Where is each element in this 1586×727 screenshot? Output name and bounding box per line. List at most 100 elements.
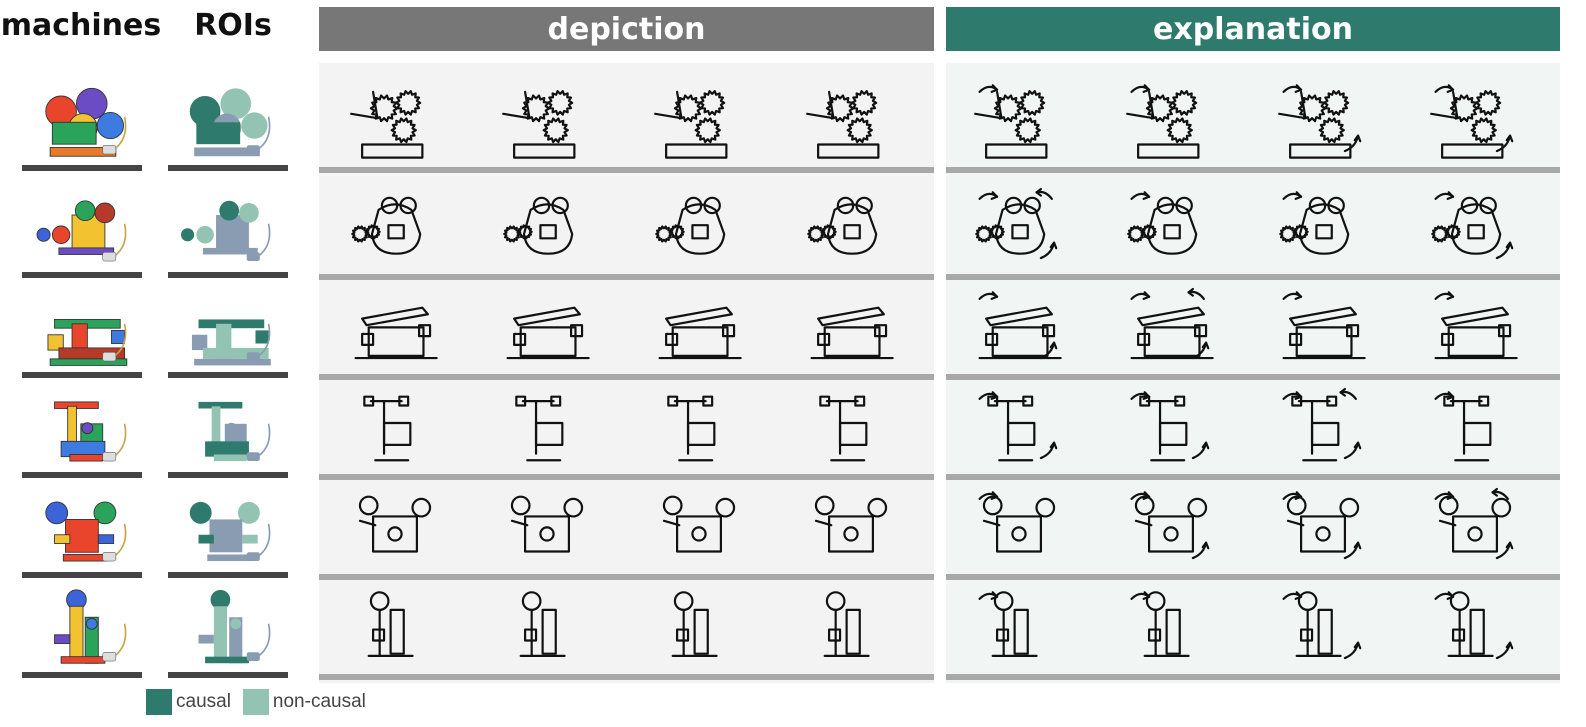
- machine-row-separator: [22, 672, 142, 678]
- roi-svg: [189, 501, 271, 562]
- roi-image: [172, 280, 282, 372]
- sketch-svg: [1282, 591, 1362, 660]
- explanation-sketch: [1264, 377, 1382, 469]
- depiction-sketch: [336, 477, 454, 569]
- depiction-row-separator: [319, 167, 934, 173]
- roi-image: [172, 380, 282, 472]
- roi-svg: [189, 88, 271, 157]
- legend-label-causal: causal: [176, 691, 231, 712]
- sketch-svg: [354, 306, 438, 360]
- sketch-svg: [363, 395, 412, 462]
- explanation-sketch: [1416, 70, 1534, 162]
- machine-svg: [45, 501, 127, 562]
- roi-image: [172, 73, 282, 165]
- depiction-sketch: [488, 277, 606, 369]
- explanation-sketch: [1264, 477, 1382, 569]
- sketch-svg: [367, 591, 414, 657]
- explanation-sketch: [1112, 177, 1230, 269]
- depiction-sketch: [792, 277, 910, 369]
- rois-header: ROIs: [194, 7, 272, 43]
- sketch-svg: [515, 395, 564, 462]
- sketch-svg: [1434, 487, 1514, 560]
- depiction-row-separator: [319, 574, 934, 580]
- depiction-row-separator: [319, 274, 934, 280]
- machine-svg: [54, 401, 127, 462]
- sketch-svg: [502, 90, 576, 159]
- sketch-svg: [1282, 491, 1362, 560]
- machine-svg: [45, 87, 127, 157]
- explanation-sketch: [1112, 70, 1230, 162]
- sketch-svg: [819, 395, 868, 462]
- explanation-sketch: [1264, 177, 1382, 269]
- sketch-svg: [662, 495, 736, 553]
- sketch-svg: [510, 495, 584, 553]
- depiction-sketch: [640, 577, 758, 669]
- sketch-svg: [658, 306, 742, 360]
- depiction-sketch: [336, 377, 454, 469]
- machine-image: [28, 480, 138, 572]
- depiction-sketch: [488, 477, 606, 569]
- sketch-svg: [978, 491, 1056, 553]
- sketch-svg: [814, 495, 888, 553]
- machine-image: [28, 280, 138, 372]
- sketch-svg: [519, 591, 566, 657]
- sketch-svg: [807, 196, 878, 255]
- legend-swatch-causal: [146, 689, 172, 715]
- sketch-svg: [806, 90, 880, 159]
- sketch-svg: [351, 196, 422, 255]
- sketch-svg: [655, 196, 726, 255]
- sketch-svg: [1434, 591, 1514, 660]
- depiction-sketch: [336, 70, 454, 162]
- explanation-sketch: [1416, 577, 1534, 669]
- explanation-sketch: [1264, 577, 1382, 669]
- sketch-svg: [1130, 491, 1210, 560]
- depiction-banner: depiction: [319, 7, 934, 51]
- sketch-svg: [1430, 84, 1514, 159]
- explanation-banner: explanation: [946, 7, 1560, 51]
- sketch-svg: [1434, 391, 1492, 462]
- explanation-sketch: [960, 377, 1078, 469]
- machine-row-separator: [22, 572, 142, 578]
- sketch-svg: [1127, 191, 1198, 255]
- depiction-sketch: [640, 70, 758, 162]
- depiction-row-separator: [319, 374, 934, 380]
- roi-row-separator: [168, 165, 288, 171]
- explanation-sketch: [960, 477, 1078, 569]
- roi-svg: [198, 401, 271, 462]
- machine-image: [28, 380, 138, 472]
- sketch-svg: [1130, 391, 1210, 462]
- explanation-sketch: [960, 70, 1078, 162]
- depiction-sketch: [640, 277, 758, 369]
- legend-swatch-non-causal: [242, 689, 269, 715]
- depiction-sketch: [640, 177, 758, 269]
- sketch-svg: [1126, 84, 1200, 159]
- sketch-svg: [667, 395, 716, 462]
- sketch-svg: [978, 391, 1058, 462]
- depiction-sketch: [792, 70, 910, 162]
- depiction-sketch: [488, 377, 606, 469]
- roi-row-separator: [168, 472, 288, 478]
- depiction-row-separator: [319, 474, 934, 480]
- depiction-sketch: [640, 477, 758, 569]
- depiction-sketch: [488, 70, 606, 162]
- depiction-sketch: [792, 177, 910, 269]
- explanation-sketch: [1264, 70, 1382, 162]
- explanation-sketch: [1112, 577, 1230, 669]
- depiction-sketch: [792, 577, 910, 669]
- sketch-svg: [974, 84, 1048, 159]
- explanation-sketch: [960, 277, 1078, 369]
- depiction-sketch: [336, 577, 454, 669]
- machine-image: [28, 73, 138, 165]
- depiction-row-separator: [319, 674, 934, 680]
- sketch-svg: [1279, 191, 1350, 255]
- machine-row-separator: [22, 472, 142, 478]
- machine-svg: [54, 589, 127, 664]
- legend: causal non-causal: [146, 688, 366, 716]
- machine-row-separator: [22, 272, 142, 278]
- explanation-row-separator: [946, 574, 1560, 580]
- machines-header: machines: [0, 7, 162, 43]
- explanation-row-separator: [946, 674, 1560, 680]
- roi-svg: [198, 589, 271, 664]
- depiction-sketch: [640, 377, 758, 469]
- explanation-row-separator: [946, 167, 1560, 173]
